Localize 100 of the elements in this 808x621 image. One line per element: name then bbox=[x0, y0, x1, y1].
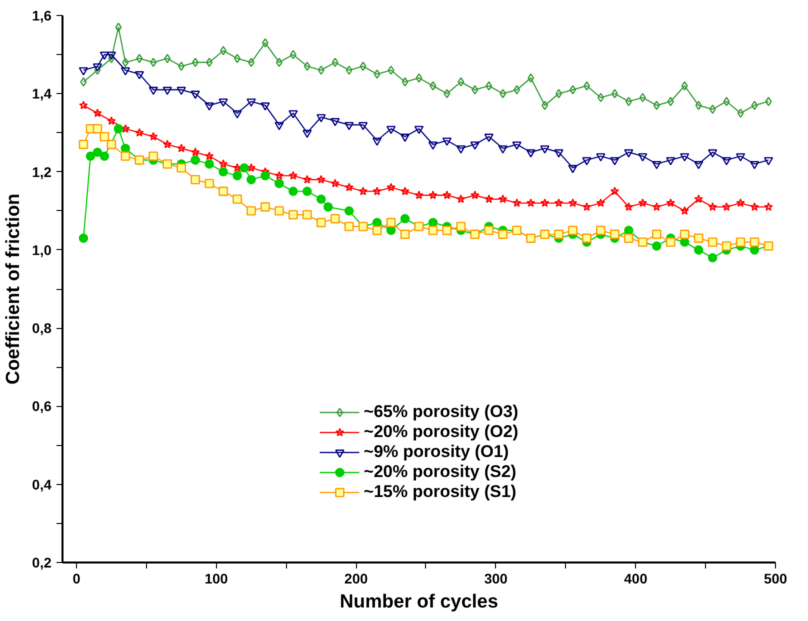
point bbox=[498, 145, 508, 154]
point bbox=[708, 202, 718, 211]
x-tick-label: 300 bbox=[484, 570, 508, 586]
y-tick-label: 0,6 bbox=[32, 398, 52, 414]
point bbox=[372, 186, 382, 196]
point bbox=[484, 134, 494, 142]
point bbox=[260, 102, 270, 111]
x-tick-label: 400 bbox=[624, 570, 648, 586]
point bbox=[582, 234, 592, 243]
point bbox=[514, 85, 520, 94]
point bbox=[736, 237, 746, 247]
point bbox=[708, 149, 718, 158]
point bbox=[694, 161, 704, 170]
point bbox=[134, 71, 144, 80]
point bbox=[344, 206, 354, 216]
point bbox=[100, 52, 110, 60]
point bbox=[750, 161, 760, 170]
point bbox=[176, 144, 186, 152]
point bbox=[597, 92, 604, 102]
point bbox=[528, 73, 534, 83]
point bbox=[542, 100, 548, 110]
point bbox=[246, 98, 256, 107]
point bbox=[86, 152, 96, 161]
point bbox=[751, 100, 758, 110]
point bbox=[680, 206, 690, 215]
point bbox=[764, 202, 773, 211]
point bbox=[246, 174, 256, 184]
point bbox=[638, 153, 648, 162]
point bbox=[681, 81, 688, 90]
x-tick-label: 500 bbox=[764, 570, 788, 586]
point bbox=[162, 86, 172, 96]
point bbox=[302, 186, 312, 196]
point bbox=[638, 198, 648, 207]
point bbox=[136, 54, 143, 64]
point bbox=[176, 86, 186, 96]
point bbox=[723, 96, 730, 106]
point bbox=[248, 58, 255, 68]
point bbox=[470, 190, 480, 200]
point bbox=[108, 54, 115, 64]
point bbox=[276, 58, 283, 68]
point bbox=[694, 234, 704, 243]
point bbox=[750, 202, 759, 211]
point bbox=[100, 152, 110, 161]
point bbox=[178, 62, 185, 71]
point bbox=[456, 222, 466, 232]
point bbox=[78, 140, 88, 150]
point bbox=[568, 198, 578, 207]
point bbox=[120, 144, 130, 153]
point bbox=[512, 198, 522, 207]
point bbox=[456, 145, 466, 154]
point bbox=[204, 178, 214, 188]
y-tick-label: 1,2 bbox=[32, 164, 52, 180]
point bbox=[569, 85, 576, 94]
point bbox=[204, 152, 214, 160]
point bbox=[150, 58, 157, 68]
point bbox=[218, 159, 228, 168]
point bbox=[106, 116, 116, 125]
point bbox=[554, 198, 564, 207]
point bbox=[344, 222, 354, 232]
point bbox=[332, 58, 338, 68]
point bbox=[122, 58, 129, 68]
x-tick-label: 100 bbox=[204, 570, 228, 586]
point bbox=[358, 122, 368, 130]
point bbox=[386, 182, 396, 192]
point bbox=[316, 218, 326, 228]
point bbox=[288, 210, 298, 220]
point bbox=[360, 62, 366, 71]
point bbox=[624, 234, 634, 243]
point bbox=[540, 198, 550, 207]
point bbox=[764, 157, 774, 166]
point bbox=[232, 171, 242, 180]
point bbox=[176, 163, 186, 173]
point bbox=[316, 174, 326, 184]
point bbox=[114, 124, 124, 134]
point bbox=[78, 234, 88, 243]
point bbox=[164, 54, 171, 64]
point bbox=[430, 81, 436, 90]
point bbox=[190, 90, 200, 99]
point bbox=[639, 92, 646, 102]
point bbox=[218, 98, 228, 107]
point bbox=[288, 186, 298, 196]
point bbox=[610, 230, 620, 239]
point bbox=[330, 214, 340, 224]
point bbox=[374, 69, 380, 79]
point bbox=[92, 108, 102, 118]
point bbox=[456, 194, 466, 204]
point bbox=[442, 226, 452, 236]
point bbox=[234, 54, 241, 64]
point bbox=[653, 100, 660, 110]
point bbox=[220, 46, 227, 56]
point bbox=[162, 140, 172, 148]
point bbox=[204, 159, 214, 169]
point bbox=[428, 141, 438, 150]
legend-label: ~15% porosity (S1) bbox=[364, 482, 516, 502]
point bbox=[555, 88, 562, 98]
y-tick-label: 1,0 bbox=[32, 242, 52, 258]
point bbox=[694, 194, 704, 204]
point bbox=[330, 118, 340, 126]
point bbox=[316, 114, 326, 122]
point bbox=[120, 152, 130, 161]
